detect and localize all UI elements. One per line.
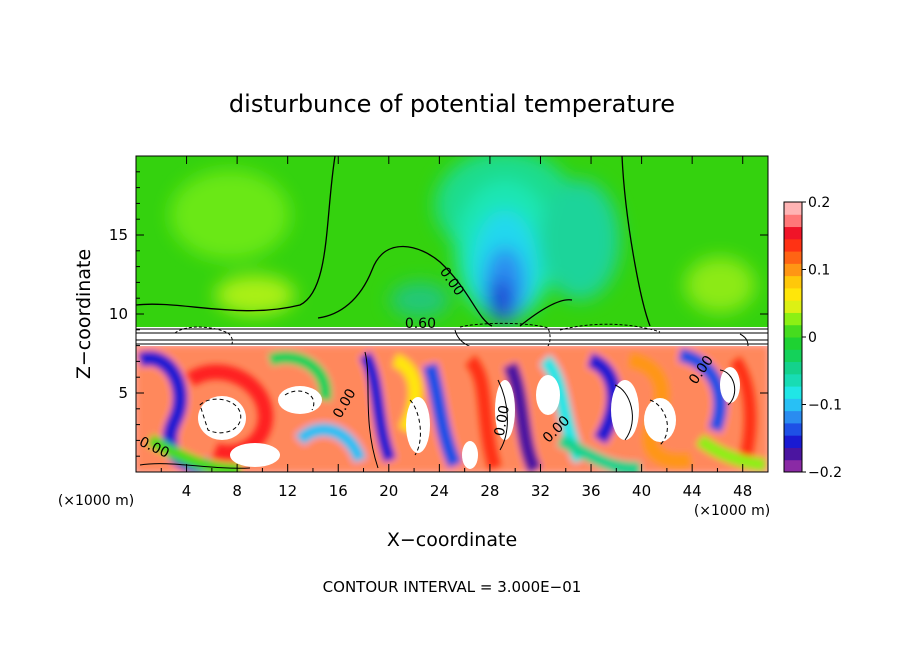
colorbar-swatch xyxy=(784,361,802,375)
colorbar-swatch xyxy=(784,263,802,277)
colorbar-swatch xyxy=(784,300,802,313)
y-axis: 5 10 15 xyxy=(109,171,768,457)
x-tick-label: 24 xyxy=(430,482,449,500)
y-tick-label: 5 xyxy=(118,384,128,402)
colorbar-swatch xyxy=(784,238,802,252)
colorbar-swatch xyxy=(784,349,802,363)
x-axis: 4 8 12 16 20 24 28 32 36 40 44 48 xyxy=(160,156,752,500)
x-tick-label: 44 xyxy=(683,482,702,500)
colorbar-swatch xyxy=(784,435,802,448)
colorbar-tick-label: −0.1 xyxy=(808,398,842,414)
y-tick-label: 10 xyxy=(109,305,128,323)
x-tick-label: 20 xyxy=(379,482,398,500)
lower-field xyxy=(136,346,768,472)
x-tick-label: 28 xyxy=(480,482,499,500)
x-tick-label: 8 xyxy=(232,482,242,500)
colorbar-tick-label: 0.1 xyxy=(808,263,830,279)
contour-interval-note: CONTOUR INTERVAL = 3.000E−01 xyxy=(323,578,582,596)
x-tick-label: 4 xyxy=(182,482,192,500)
x-tick-label: 32 xyxy=(531,482,550,500)
colorbar-tick-label: 0 xyxy=(808,330,817,346)
colorbar-swatch xyxy=(784,410,802,424)
colorbar-swatch xyxy=(784,214,802,228)
colorbar-swatch xyxy=(784,337,802,350)
colorbar-swatch xyxy=(784,422,802,436)
x-tick-label: 48 xyxy=(733,482,752,500)
x-tick-label: 16 xyxy=(329,482,348,500)
x-unit-label-left: (×1000 m) xyxy=(58,493,134,509)
colorbar-tick-label: 0.2 xyxy=(808,195,830,211)
x-tick-label: 12 xyxy=(278,482,297,500)
colorbar-swatch xyxy=(784,275,802,289)
colorbar-swatch xyxy=(784,398,802,412)
y-axis-label: Z−coordinate xyxy=(73,249,95,379)
colorbar-swatch xyxy=(784,447,802,461)
contour-label: 0.60 xyxy=(405,316,436,332)
y-tick-label: 15 xyxy=(109,226,128,244)
x-axis-label: X−coordinate xyxy=(387,529,517,551)
colorbar-swatch xyxy=(784,324,802,338)
colorbar-swatch xyxy=(784,386,802,399)
chart-title: disturbunce of potential temperature xyxy=(229,90,675,118)
colorbar-swatch xyxy=(784,373,802,387)
colorbar-swatch xyxy=(784,312,802,326)
colorbar: −0.2 −0.1 0 0.1 0.2 xyxy=(783,195,842,481)
x-tick-label: 36 xyxy=(581,482,600,500)
colorbar-swatch xyxy=(784,287,802,301)
colorbar-swatch xyxy=(784,202,802,215)
x-unit-label-right: (×1000 m) xyxy=(694,503,770,519)
upper-field xyxy=(136,156,768,327)
colorbar-swatch xyxy=(784,251,802,264)
colorbar-swatch xyxy=(784,226,802,240)
x-tick-label: 40 xyxy=(632,482,651,500)
middle-band xyxy=(136,322,768,353)
colorbar-tick-label: −0.2 xyxy=(808,465,842,481)
contour-label: 0.00 xyxy=(492,404,513,437)
colorbar-swatch xyxy=(784,459,802,473)
